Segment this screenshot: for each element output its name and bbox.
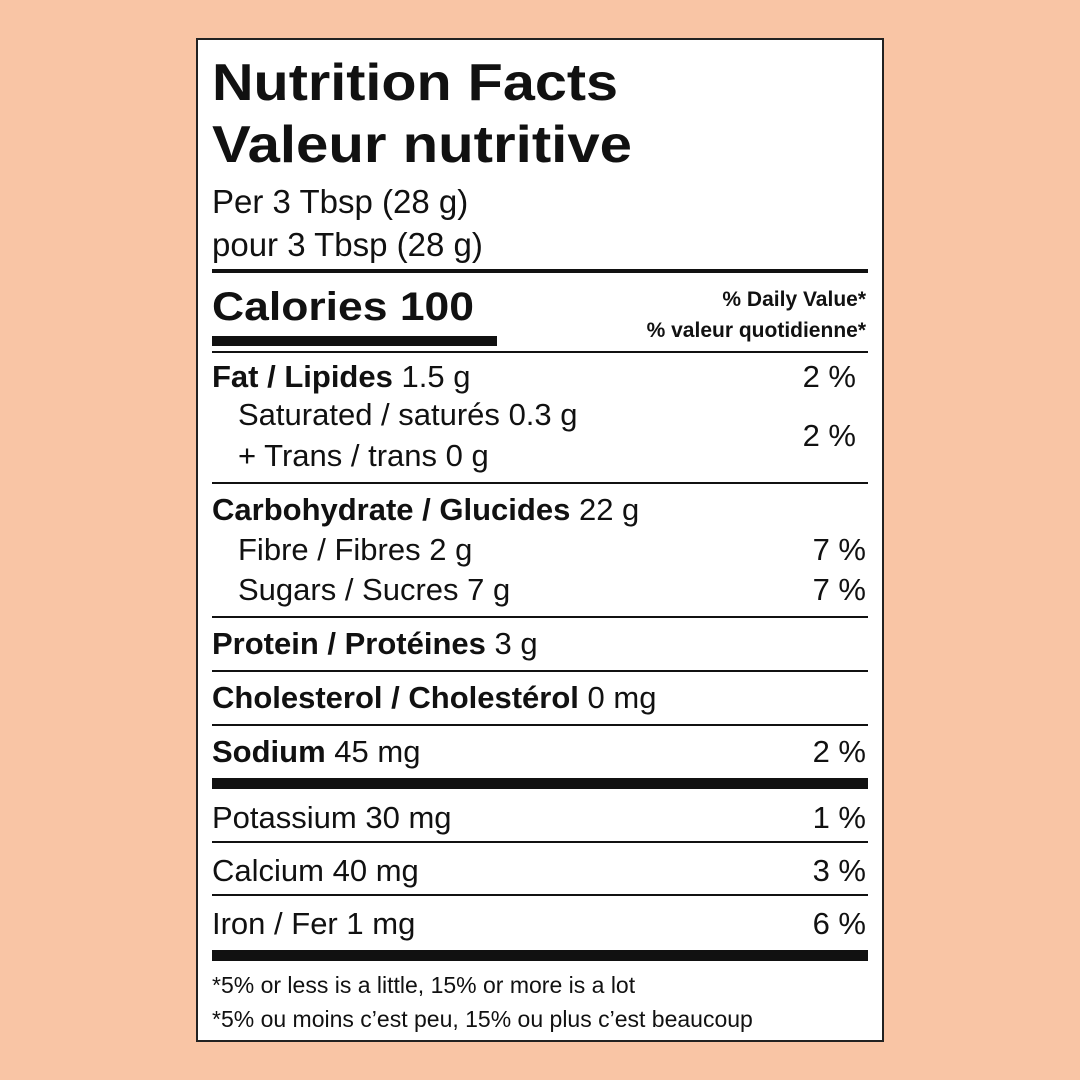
nutrient-amount: 0 g — [446, 438, 489, 473]
nutrient-name: Saturated / saturés — [238, 397, 500, 432]
nutrient-amount: 22 g — [579, 492, 639, 527]
rule — [212, 351, 868, 353]
nutrient-amount: 40 mg — [333, 853, 419, 888]
nutrient-dv: 2 % — [813, 734, 866, 769]
dv-header-fr: % valeur quotidienne* — [647, 319, 867, 342]
title: Nutrition Facts — [212, 54, 618, 112]
nutrient-name: Sodium — [212, 734, 326, 769]
nutrient-name: + Trans / trans — [238, 438, 437, 473]
rule — [212, 670, 868, 672]
serving-fr: pour 3 Tbsp (28 g) — [212, 226, 483, 263]
nutrient-dv: 3 % — [813, 853, 866, 888]
nutrient-name: Potassium — [212, 800, 357, 835]
nutrient-row: Sugars / Sucres 7 g — [238, 572, 510, 607]
nutrient-dv: 2 % — [803, 359, 856, 394]
label-box — [196, 38, 884, 1042]
nutrient-name: Cholesterol / Cholestérol — [212, 680, 579, 715]
nutrient-row: Iron / Fer 1 mg — [212, 906, 415, 941]
nutrient-name: Fibre / Fibres — [238, 532, 421, 567]
nutrient-row: Cholesterol / Cholestérol 0 mg — [212, 680, 656, 715]
rule — [212, 724, 868, 726]
rule — [212, 894, 868, 896]
nutrient-amount: 2 g — [429, 532, 472, 567]
nutrient-amount: 1 mg — [346, 906, 415, 941]
nutrient-dv: 7 % — [813, 532, 866, 567]
nutrient-row: Calcium 40 mg — [212, 853, 419, 888]
nutrient-row: Fibre / Fibres 2 g — [238, 532, 472, 567]
nutrient-name: Iron / Fer — [212, 906, 338, 941]
rule — [212, 482, 868, 484]
rule — [212, 269, 868, 273]
serving: Per 3 Tbsp (28 g) — [212, 183, 468, 220]
nutrient-dv: 1 % — [813, 800, 866, 835]
nutrient-dv: 6 % — [813, 906, 866, 941]
nutrient-row: Fat / Lipides 1.5 g — [212, 359, 470, 394]
rule — [212, 950, 868, 961]
nutrient-name: Fat / Lipides — [212, 359, 393, 394]
nutrient-name: Carbohydrate / Glucides — [212, 492, 570, 527]
nutrient-amount: 30 mg — [365, 800, 451, 835]
rule — [212, 841, 868, 843]
title-fr: Valeur nutritive — [212, 116, 632, 174]
footnote: *5% or less is a little, 15% or more is … — [212, 972, 636, 998]
nutrient-name: Sugars / Sucres — [238, 572, 459, 607]
nutrient-dv: 2 % — [803, 418, 856, 453]
nutrient-row: Sodium 45 mg — [212, 734, 420, 769]
dv-header: % Daily Value* — [722, 288, 866, 311]
nutrient-amount: 0 mg — [588, 680, 657, 715]
nutrient-name: Protein / Protéines — [212, 626, 486, 661]
calories: Calories 100 — [212, 285, 474, 329]
rule — [212, 778, 868, 789]
nutrient-amount: 0.3 g — [509, 397, 578, 432]
nutrient-amount: 3 g — [495, 626, 538, 661]
nutrient-name: Calcium — [212, 853, 324, 888]
rule — [212, 616, 868, 618]
nutrient-row: Potassium 30 mg — [212, 800, 452, 835]
nutrient-amount: 45 mg — [334, 734, 420, 769]
nutrient-row: Saturated / saturés 0.3 g — [238, 397, 578, 432]
nutrient-amount: 7 g — [467, 572, 510, 607]
nutrient-row: + Trans / trans 0 g — [238, 438, 489, 473]
footnote: *5% ou moins c’est peu, 15% ou plus c’es… — [212, 1006, 753, 1032]
nutrient-row: Carbohydrate / Glucides 22 g — [212, 492, 639, 527]
nutrient-amount: 1.5 g — [401, 359, 470, 394]
rule — [212, 336, 497, 346]
nutrient-dv: 7 % — [813, 572, 866, 607]
nutrient-row: Protein / Protéines 3 g — [212, 626, 538, 661]
